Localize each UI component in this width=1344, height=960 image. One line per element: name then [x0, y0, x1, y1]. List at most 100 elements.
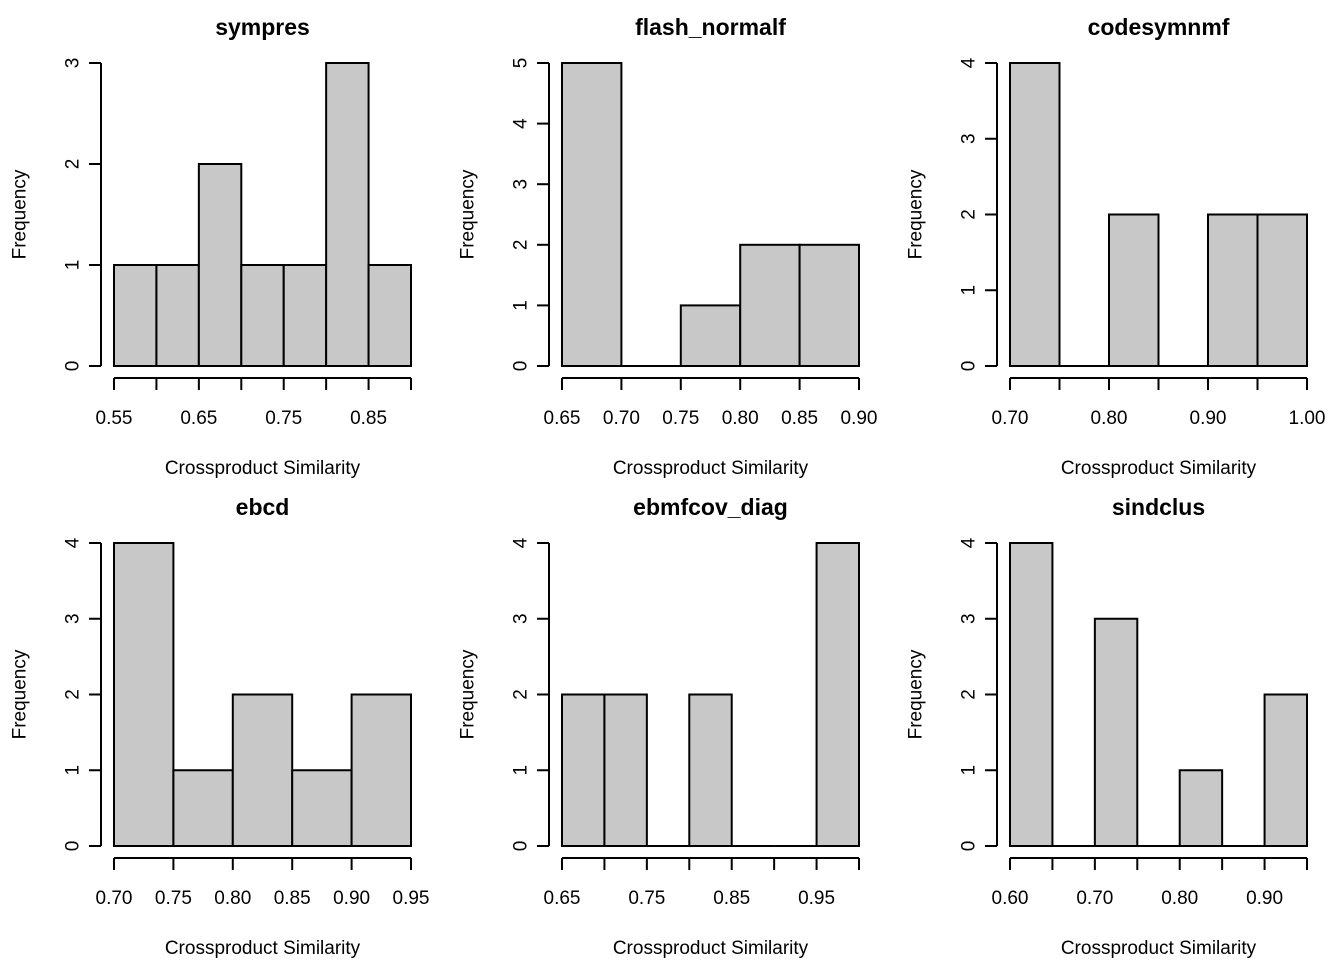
- x-axis-label: Crossproduct Similarity: [1061, 938, 1257, 959]
- x-axis: 0.65 0.70 0.75 0.80 0.85 0.90: [544, 377, 878, 429]
- x-tick-label: 0.55: [96, 408, 133, 429]
- histogram-bar: [1207, 213, 1259, 367]
- y-tick-label: 2: [959, 689, 980, 700]
- histogram-bar: [561, 62, 623, 367]
- histogram-bar: [688, 693, 733, 847]
- y-tick-label: 3: [511, 179, 532, 190]
- y-tick-label: 2: [959, 209, 980, 220]
- y-tick-label: 1: [63, 765, 84, 776]
- histogram-panel-sympres: sympres 0.55 0.65 0.75 0.85 Crossproduct Simi…: [10, 14, 413, 479]
- panel-title: sympres: [215, 14, 310, 40]
- panel-title: codesymnmf: [1088, 14, 1230, 40]
- histogram-panel-flash_normalf: flash_normalf 0.65 0.70 0.75 0.80 0.85 0.90 Cro…: [458, 14, 878, 479]
- x-axis-label: Crossproduct Similarity: [613, 458, 809, 479]
- x-tick-label: 0.70: [1076, 888, 1113, 909]
- histogram-bar: [282, 264, 328, 367]
- y-tick-label: 2: [63, 159, 84, 170]
- histogram-bar: [155, 264, 200, 367]
- y-axis-label: Frequency: [906, 649, 927, 739]
- histogram-bar: [1178, 769, 1224, 847]
- histogram-panel-ebcd: ebcd 0.70 0.75 0.80 0.85 0.90 0.95 Crossproduct…: [10, 494, 430, 959]
- y-axis-label: Frequency: [10, 649, 31, 739]
- histogram-bar: [172, 769, 234, 847]
- y-tick-label: 4: [959, 57, 980, 68]
- x-tick-label: 0.80: [1091, 408, 1128, 429]
- histogram-bar: [815, 542, 860, 847]
- y-tick-label: 0: [63, 361, 84, 372]
- y-tick-label: 2: [63, 689, 84, 700]
- histogram-bar: [113, 264, 158, 367]
- y-axis: 0 1 2 3 4: [63, 537, 102, 851]
- histogram-bar: [1108, 213, 1160, 367]
- histogram-bar: [1009, 542, 1054, 847]
- x-axis-label: Crossproduct Similarity: [165, 458, 361, 479]
- x-tick-label: 1.00: [1289, 408, 1326, 429]
- x-tick-label: 0.90: [333, 888, 370, 909]
- histogram-bar: [350, 693, 413, 847]
- y-tick-label: 4: [959, 537, 980, 548]
- y-axis: 0 1 2 3 4: [511, 537, 550, 851]
- histogram-panel-codesymnmf: codesymnmf 0.70 0.80 0.90 1.00 Crossproduct S…: [906, 14, 1326, 479]
- histogram-panel-sindclus: sindclus 0.60 0.70 0.80 0.90 Crossproduct Sim…: [906, 494, 1308, 959]
- x-tick-label: 0.70: [603, 408, 640, 429]
- x-axis: 0.55 0.65 0.75 0.85: [96, 377, 412, 429]
- x-tick-label: 0.80: [214, 888, 251, 909]
- histogram-bar: [325, 62, 370, 367]
- x-tick-label: 0.95: [393, 888, 430, 909]
- y-tick-label: 4: [511, 118, 532, 129]
- x-axis: 0.70 0.75 0.80 0.85 0.90 0.95: [96, 857, 430, 909]
- x-axis: 0.70 0.80 0.90 1.00: [992, 377, 1326, 429]
- x-tick-label: 0.65: [544, 888, 581, 909]
- y-axis-label: Frequency: [10, 169, 31, 259]
- y-tick-label: 5: [511, 58, 532, 69]
- y-tick-label: 4: [511, 537, 532, 548]
- y-tick-label: 1: [959, 765, 980, 776]
- x-tick-label: 0.75: [662, 408, 699, 429]
- x-axis: 0.65 0.75 0.85 0.95: [544, 857, 860, 909]
- y-tick-label: 1: [511, 300, 532, 311]
- x-tick-label: 0.75: [265, 408, 302, 429]
- y-tick-label: 3: [511, 613, 532, 624]
- histogram-bar: [231, 693, 294, 847]
- histogram-panel-ebmfcov_diag: ebmfcov_diag 0.65 0.75 0.85 0.95 Crossproduct…: [458, 494, 860, 959]
- y-axis-label: Frequency: [458, 649, 479, 739]
- histogram-bar: [739, 243, 801, 367]
- x-tick-label: 0.85: [274, 888, 311, 909]
- x-tick-label: 0.70: [96, 888, 133, 909]
- y-tick-label: 0: [511, 361, 532, 372]
- x-tick-label: 0.90: [841, 408, 878, 429]
- y-tick-label: 0: [959, 361, 980, 372]
- histogram-bar: [113, 542, 175, 847]
- y-axis: 0 1 2 3 4: [959, 537, 998, 851]
- histogram-bar: [197, 163, 243, 367]
- y-axis: 0 1 2 3 4 5: [511, 58, 550, 372]
- y-tick-label: 1: [63, 260, 84, 271]
- x-axis: 0.60 0.70 0.80 0.90: [992, 857, 1308, 909]
- histogram-bar: [679, 304, 742, 367]
- x-tick-label: 0.65: [180, 408, 217, 429]
- histogram-bar: [367, 264, 413, 367]
- histogram-bar: [1009, 62, 1061, 367]
- x-tick-label: 0.60: [992, 888, 1029, 909]
- y-tick-label: 2: [511, 240, 532, 251]
- y-tick-label: 1: [959, 285, 980, 296]
- y-axis: 0 1 2 3 4: [959, 57, 998, 371]
- x-tick-label: 0.80: [722, 408, 759, 429]
- y-tick-label: 0: [63, 841, 84, 852]
- x-tick-label: 0.75: [155, 888, 192, 909]
- panel-title: ebmfcov_diag: [633, 494, 788, 520]
- histogram-bar: [1263, 693, 1308, 847]
- x-tick-label: 0.85: [781, 408, 818, 429]
- histogram-bar: [561, 693, 606, 847]
- y-tick-label: 3: [959, 613, 980, 624]
- panel-title: sindclus: [1112, 494, 1205, 520]
- x-tick-label: 0.85: [350, 408, 387, 429]
- y-tick-label: 0: [959, 841, 980, 852]
- y-tick-label: 3: [959, 133, 980, 144]
- x-tick-label: 0.90: [1190, 408, 1227, 429]
- x-tick-label: 0.70: [992, 408, 1029, 429]
- x-axis-label: Crossproduct Similarity: [165, 938, 361, 959]
- y-axis-label: Frequency: [906, 169, 927, 259]
- histogram-bar: [798, 243, 860, 367]
